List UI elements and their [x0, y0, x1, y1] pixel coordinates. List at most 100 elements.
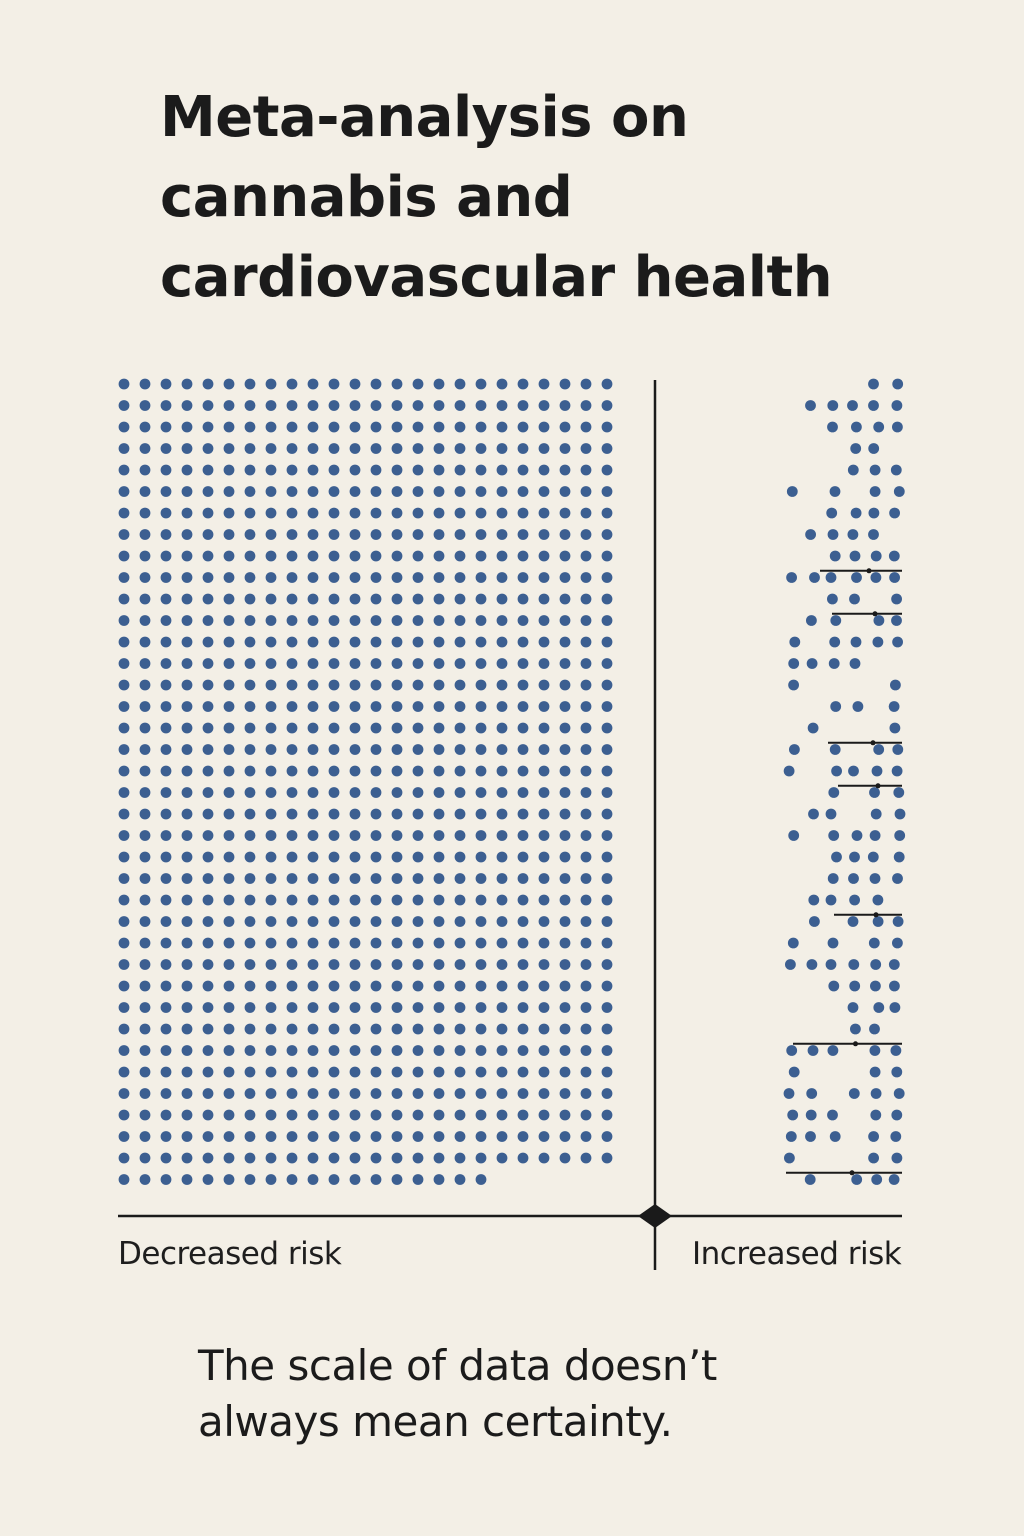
- data-dot: [806, 959, 818, 970]
- data-dot: [893, 851, 905, 863]
- data-dot: [454, 937, 466, 949]
- data-dot: [538, 1023, 550, 1035]
- data-dot: [890, 464, 902, 476]
- data-dot: [265, 851, 277, 863]
- data-dot: [286, 873, 298, 884]
- data-dot: [475, 400, 487, 411]
- data-dot: [496, 1002, 508, 1013]
- data-dot: [349, 400, 361, 411]
- data-dot: [160, 464, 172, 476]
- data-dot: [828, 658, 840, 669]
- data-dot: [370, 378, 382, 390]
- data-dot: [286, 378, 298, 390]
- data-dot: [181, 1109, 193, 1121]
- data-dot: [349, 572, 361, 583]
- data-dot: [538, 550, 550, 562]
- data-dot: [809, 916, 820, 927]
- data-dot: [265, 765, 277, 777]
- data-dot: [328, 679, 340, 691]
- data-dot: [202, 765, 214, 777]
- data-dot: [538, 1045, 550, 1056]
- data-dot: [475, 507, 487, 519]
- data-dot: [391, 1002, 403, 1013]
- data-dot: [475, 980, 487, 992]
- data-dot: [286, 1109, 298, 1121]
- data-dot: [265, 937, 277, 949]
- data-dot: [307, 1045, 319, 1056]
- data-dot: [265, 1174, 277, 1185]
- data-dot: [181, 744, 193, 755]
- data-dot: [496, 636, 508, 648]
- data-dot: [891, 765, 903, 777]
- data-dot: [580, 765, 592, 777]
- data-dot: [328, 400, 340, 411]
- data-dot: [559, 1152, 571, 1164]
- data-dot: [349, 1174, 361, 1185]
- data-dot: [286, 593, 298, 605]
- chart-title: Meta-analysis on cannabis and cardiovasc…: [160, 78, 980, 318]
- data-dot: [244, 916, 256, 927]
- data-dot: [869, 787, 880, 798]
- data-dot: [139, 787, 151, 798]
- data-dot: [580, 378, 592, 390]
- data-dot: [139, 894, 151, 906]
- data-dot: [601, 873, 613, 884]
- data-dot: [889, 1002, 901, 1013]
- data-dot: [307, 679, 319, 691]
- data-dot: [433, 851, 445, 863]
- data-dot: [118, 464, 130, 476]
- data-dot: [286, 400, 298, 411]
- data-dot: [538, 636, 550, 648]
- data-dot: [307, 464, 319, 476]
- data-dot: [391, 1131, 403, 1142]
- data-dot: [601, 851, 613, 863]
- data-dot: [538, 507, 550, 519]
- data-dot: [349, 636, 361, 648]
- data-dot: [601, 636, 613, 648]
- data-dot: [244, 378, 256, 390]
- data-dot: [349, 1152, 361, 1164]
- data-dot: [580, 615, 592, 626]
- data-dot: [517, 550, 529, 562]
- data-dot: [391, 400, 403, 411]
- data-dot: [580, 550, 592, 562]
- data-dot: [475, 486, 487, 497]
- data-dot: [370, 1109, 382, 1121]
- data-dot: [244, 894, 256, 906]
- data-dot: [848, 959, 860, 970]
- data-dot: [892, 937, 903, 949]
- data-dot: [391, 765, 403, 777]
- data-dot: [433, 378, 445, 390]
- data-dot: [601, 550, 613, 562]
- data-dot: [349, 959, 361, 970]
- data-dot: [412, 529, 424, 540]
- data-dot: [118, 787, 130, 798]
- data-dot: [202, 1066, 214, 1078]
- data-dot: [785, 959, 796, 970]
- data-dot: [139, 830, 151, 841]
- data-dot: [328, 1045, 340, 1056]
- data-dot: [307, 443, 319, 454]
- data-dot: [848, 873, 859, 884]
- data-dot: [825, 959, 837, 970]
- data-dot: [825, 894, 837, 906]
- data-dot: [328, 1152, 340, 1164]
- interval-point-estimate: [873, 912, 879, 918]
- data-dot: [307, 937, 319, 949]
- data-dot: [139, 701, 151, 712]
- data-dot: [391, 443, 403, 454]
- data-dot: [580, 851, 592, 863]
- data-dot: [412, 1174, 424, 1185]
- data-dot: [454, 744, 466, 755]
- data-dot: [286, 916, 298, 927]
- data-dot: [475, 1088, 487, 1099]
- data-dot: [181, 464, 193, 476]
- data-dot: [160, 959, 172, 970]
- data-dot: [139, 1023, 151, 1035]
- data-dot: [265, 679, 277, 691]
- data-dot: [454, 1066, 466, 1078]
- data-dot: [244, 851, 256, 863]
- data-dot: [118, 679, 130, 691]
- data-dot: [370, 980, 382, 992]
- data-dot: [580, 1088, 592, 1099]
